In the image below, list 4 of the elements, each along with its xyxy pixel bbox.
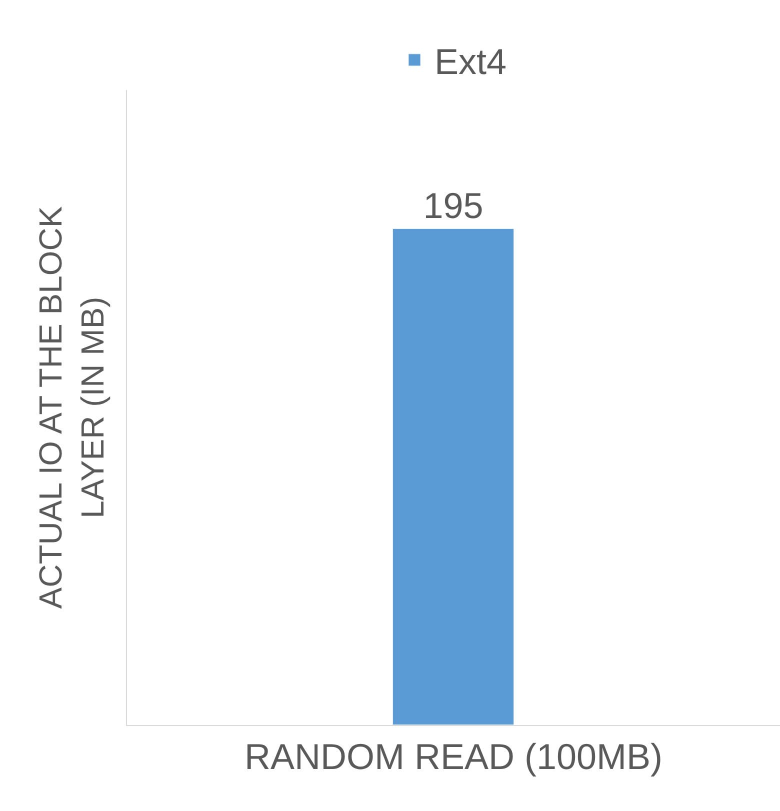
data-label: 195 [423,184,484,226]
x-tick-label: RANDOM READ (100MB) [244,736,663,778]
legend-label: Ext4 [434,40,507,82]
y-axis-title: ACTUAL IO AT THE BLOCK LAYER (IN MB) [32,206,110,609]
